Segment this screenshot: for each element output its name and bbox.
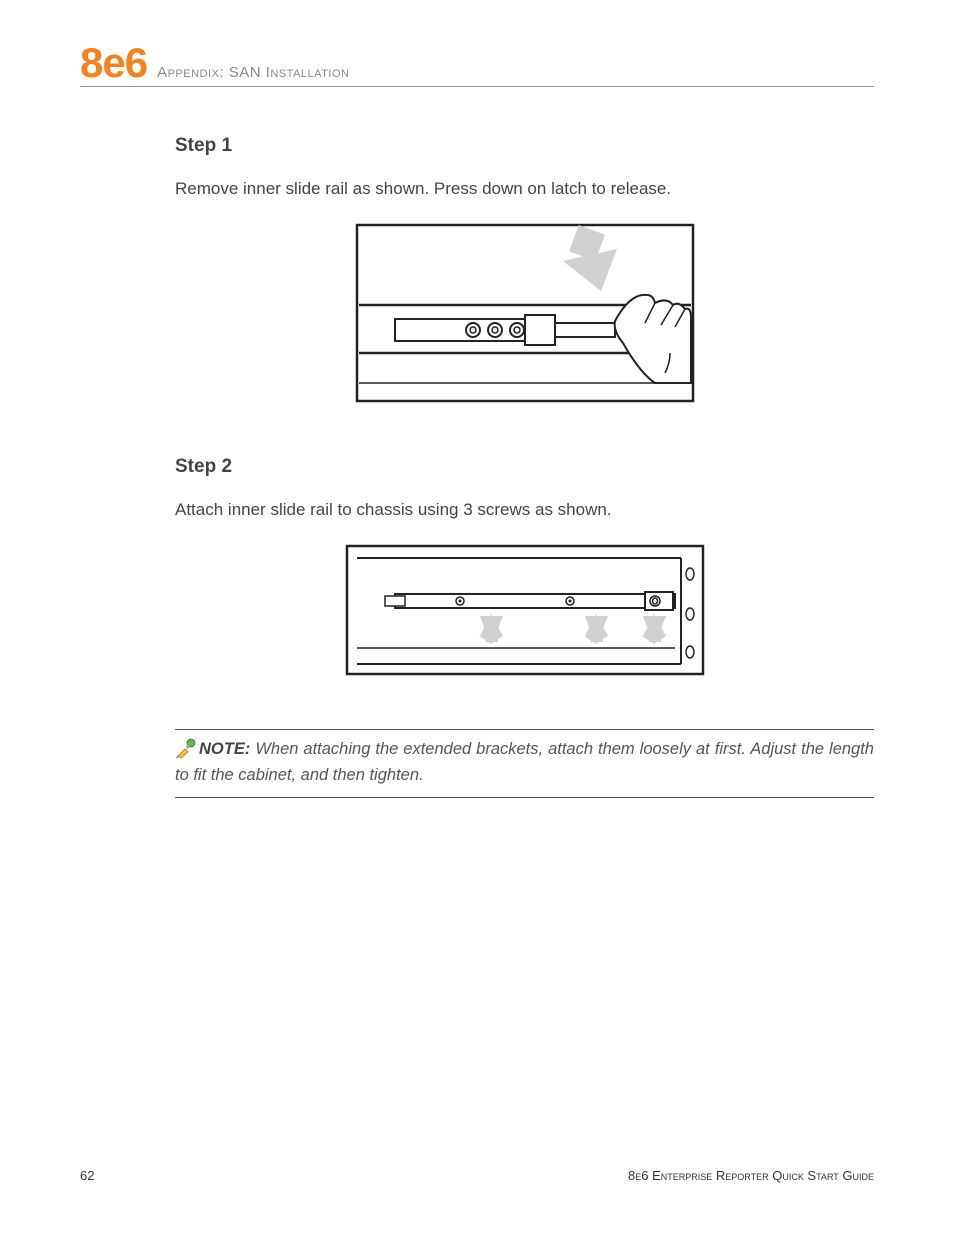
header-title: Appendix: SAN Installation — [157, 64, 349, 81]
step2-heading: Step 2 — [175, 456, 874, 478]
brand-logo: 8e6 — [80, 42, 147, 84]
step1-figure — [175, 223, 874, 408]
page-header: 8e6 Appendix: SAN Installation — [80, 42, 874, 87]
step1-heading: Step 1 — [175, 135, 874, 157]
step1-text: Remove inner slide rail as shown. Press … — [175, 179, 874, 199]
step2-text: Attach inner slide rail to chassis using… — [175, 500, 874, 520]
page-footer: 62 8e6 Enterprise Reporter Quick Start G… — [80, 1168, 874, 1183]
footer-doc-title: 8e6 Enterprise Reporter Quick Start Guid… — [628, 1168, 874, 1183]
step2-figure — [175, 544, 874, 681]
note-icon — [175, 738, 197, 764]
note-box: NOTE: When attaching the extended bracke… — [175, 729, 874, 798]
note-label: NOTE: — [199, 740, 250, 758]
note-text: When attaching the extended brackets, at… — [175, 740, 874, 784]
page-number: 62 — [80, 1168, 94, 1183]
